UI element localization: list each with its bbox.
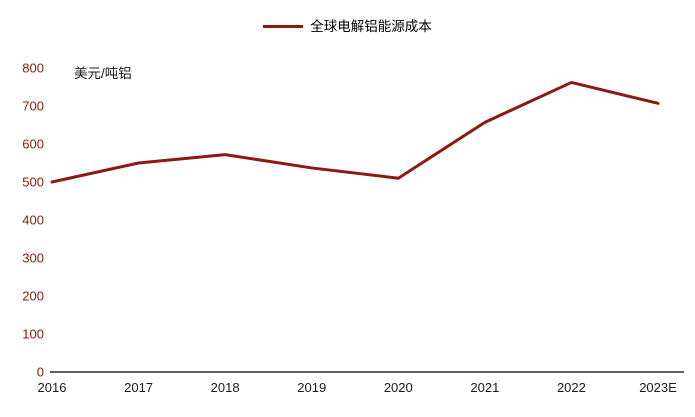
y-tick-label: 400 — [22, 213, 44, 228]
y-tick-label: 0 — [37, 365, 44, 380]
y-tick-label: 100 — [22, 327, 44, 342]
x-tick-label: 2021 — [470, 380, 499, 395]
legend-line-swatch — [263, 25, 304, 29]
y-tick-label: 600 — [22, 137, 44, 152]
y-tick-label: 200 — [22, 289, 44, 304]
legend-label: 全球电解铝能源成本 — [310, 19, 432, 34]
y-tick-label: 700 — [22, 99, 44, 114]
x-tick-label: 2017 — [124, 380, 153, 395]
chart-legend: 全球电解铝能源成本 — [0, 20, 695, 34]
y-tick-label: 300 — [22, 251, 44, 266]
x-tick-label: 2019 — [297, 380, 326, 395]
x-tick-label: 2020 — [384, 380, 413, 395]
x-tick-label: 2018 — [211, 380, 240, 395]
series-line — [50, 80, 660, 184]
x-tick-label: 2016 — [38, 380, 67, 395]
x-tick-label: 2023E — [639, 380, 677, 395]
y-tick-label: 500 — [22, 175, 44, 190]
x-tick-label: 2022 — [557, 380, 586, 395]
y-tick-label: 800 — [22, 61, 44, 76]
y-axis-unit-label: 美元/吨铝 — [74, 66, 132, 81]
